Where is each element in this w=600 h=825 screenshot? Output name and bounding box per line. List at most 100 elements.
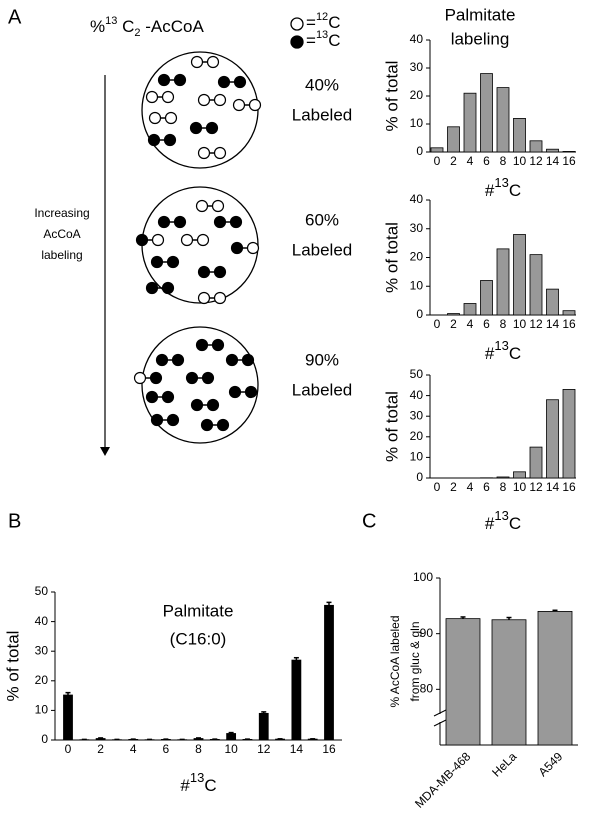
x-tick-label: 4 — [130, 742, 137, 756]
x-tick-label: 16 — [562, 480, 576, 494]
y-tick-label: 20 — [410, 250, 424, 264]
carbon — [195, 338, 209, 352]
x-tick-label: 14 — [546, 154, 560, 168]
y-axis-label: % of total — [3, 631, 22, 702]
carbon — [155, 353, 169, 367]
bar — [480, 280, 493, 316]
x-axis-label: #13C — [485, 508, 521, 533]
x-tick-label: 4 — [467, 154, 474, 168]
bar — [496, 248, 510, 316]
carbon — [145, 390, 159, 404]
legend-text: =13C — [306, 29, 340, 51]
y-tick-label: 10 — [410, 116, 424, 130]
bar — [445, 618, 481, 746]
carbon — [213, 146, 227, 160]
x-tick-label: 8 — [500, 480, 507, 494]
carbon — [190, 55, 204, 69]
y-tick-label: 0 — [416, 307, 423, 321]
bar — [529, 140, 543, 153]
x-tick-label: 12 — [529, 154, 543, 168]
x-tick-label: 0 — [434, 480, 441, 494]
x-tick-label: A549 — [536, 749, 566, 779]
carbon — [145, 90, 159, 104]
x-tick-label: 2 — [450, 480, 457, 494]
bar — [562, 151, 576, 153]
pool-label: Labeled — [292, 105, 353, 124]
axis-break-gap — [434, 714, 446, 722]
y-tick-label: 20 — [410, 429, 424, 443]
y-tick-label: 100 — [413, 570, 433, 584]
y-tick-label: 0 — [416, 144, 423, 158]
bar — [513, 234, 526, 316]
bar — [447, 313, 460, 316]
x-axis-label: #13C — [485, 338, 521, 363]
arrow-label: AcCoA — [43, 227, 80, 241]
panel-label: C — [362, 510, 376, 532]
carbon — [145, 281, 159, 295]
carbon — [229, 215, 243, 229]
y-tick-label: 40 — [410, 388, 424, 402]
carbon — [197, 265, 211, 279]
bar — [447, 126, 460, 153]
carbon — [161, 390, 175, 404]
x-tick-label: 4 — [467, 480, 474, 494]
x-tick-label: 0 — [434, 154, 441, 168]
x-tick-label: 8 — [500, 317, 507, 331]
carbon — [248, 98, 262, 112]
pool-label: 60% — [305, 210, 339, 229]
bar — [546, 399, 559, 479]
y-tick-label: 10 — [410, 278, 424, 292]
y-axis-label: % of total — [382, 222, 401, 293]
carbon — [148, 111, 162, 125]
bar — [529, 254, 543, 316]
carbon — [244, 385, 258, 399]
arrow-head — [100, 447, 110, 456]
arrow-label: Increasing — [34, 206, 89, 220]
x-tick-label: 6 — [483, 480, 490, 494]
carbon — [150, 413, 164, 427]
carbon — [150, 255, 164, 269]
carbon — [149, 371, 163, 385]
x-tick-label: 10 — [513, 317, 527, 331]
carbon — [166, 413, 180, 427]
pool-diagrams — [133, 51, 262, 444]
carbon — [241, 353, 255, 367]
x-tick-label: 10 — [513, 154, 527, 168]
carbon — [225, 353, 239, 367]
carbon — [173, 215, 187, 229]
pool-label: 90% — [305, 350, 339, 369]
bar — [95, 738, 106, 741]
carbon — [197, 146, 211, 160]
chart-title: Palmitate — [445, 5, 516, 24]
bar — [546, 148, 559, 153]
y-tick-label: 20 — [35, 673, 49, 687]
y-tick-label: 10 — [410, 450, 424, 464]
carbon — [195, 199, 209, 213]
x-tick-label: 14 — [546, 480, 560, 494]
diagram-header: %13 C2 -AcCoA — [90, 15, 204, 39]
y-tick-label: 50 — [35, 584, 49, 598]
carbon — [185, 371, 199, 385]
y-tick-label: 50 — [410, 367, 424, 381]
y-tick-label: 80 — [420, 682, 434, 696]
bar — [529, 446, 543, 479]
bar — [463, 303, 477, 316]
carbon — [217, 75, 231, 89]
y-tick-label: 10 — [35, 703, 49, 717]
x-tick-label: 10 — [513, 480, 527, 494]
carbon — [196, 233, 210, 247]
carbon — [232, 98, 246, 112]
y-tick-label: 40 — [410, 32, 424, 46]
pool-label: Labeled — [292, 380, 353, 399]
carbon — [180, 233, 194, 247]
carbon — [147, 133, 161, 147]
x-tick-label: 2 — [97, 742, 104, 756]
axis-break — [433, 709, 447, 717]
carbon — [157, 73, 171, 87]
x-tick-label: 10 — [224, 742, 238, 756]
bar — [496, 87, 510, 153]
carbon — [164, 111, 178, 125]
legend-text: =12C — [306, 11, 340, 33]
bar — [513, 118, 526, 153]
x-tick-label: 2 — [450, 154, 457, 168]
